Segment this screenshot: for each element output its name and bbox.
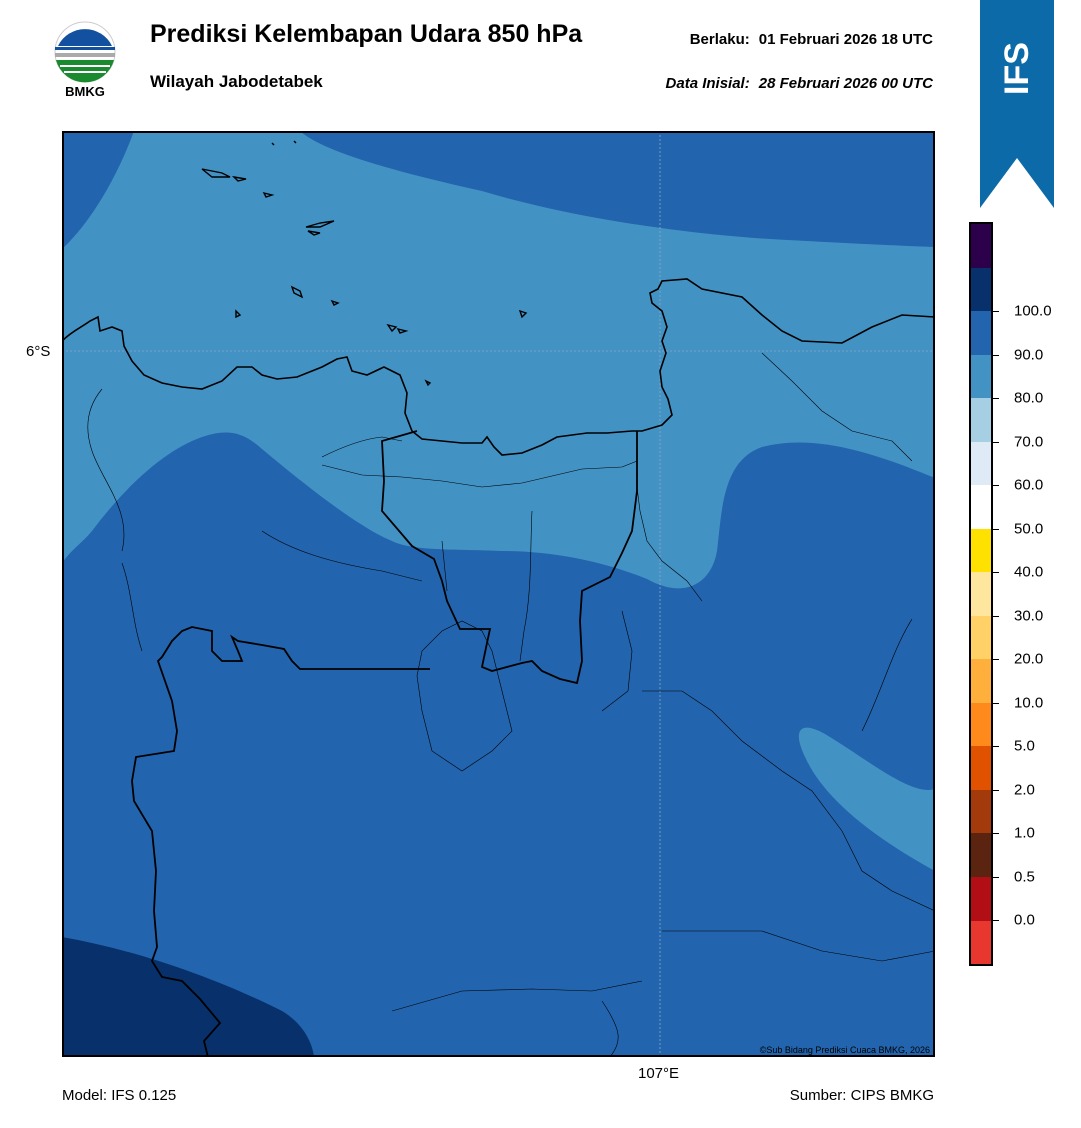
colorbar-label: 1.0	[1014, 824, 1035, 842]
colorbar-segment	[971, 615, 991, 660]
colorbar-tick	[993, 876, 999, 878]
humidity-70-80-region	[62, 131, 935, 589]
colorbar-segment	[971, 441, 991, 486]
colorbar-tick	[993, 485, 999, 487]
colorbar-label: 40.0	[1014, 563, 1044, 581]
logo-text: BMKG	[65, 84, 105, 99]
init-label: Data Inisial:	[665, 75, 750, 92]
map-subtitle: Wilayah Jabodetabek	[150, 72, 323, 91]
colorbar-label: 90.0	[1014, 346, 1044, 364]
colorbar-tick	[993, 572, 999, 574]
coastline	[62, 278, 935, 456]
map-title: Prediksi Kelembapan Udara 850 hPa	[150, 20, 583, 48]
colorbar-tick	[993, 833, 999, 835]
colorbar-segment	[971, 354, 991, 399]
colorbar-segment	[971, 876, 991, 921]
valid-value: 01 Februari 2026 18 UTC	[758, 31, 933, 48]
colorbar-segment	[971, 267, 991, 312]
model-info: Model: IFS 0.125	[62, 1087, 177, 1104]
bmkg-logo: BMKG	[52, 20, 118, 102]
colorbar-segment	[971, 485, 991, 529]
colorbar-segment	[971, 659, 991, 703]
valid-time: Berlaku: 01 Februari 2026 18 UTC	[690, 31, 933, 48]
colorbar-tick	[993, 920, 999, 922]
colorbar	[969, 222, 993, 966]
colorbar-tick	[993, 311, 999, 313]
colorbar-label: 50.0	[1014, 520, 1044, 538]
ribbon-text: IFS	[997, 41, 1036, 95]
colorbar-segment	[971, 311, 991, 355]
colorbar-tick	[993, 528, 999, 530]
colorbar-label: 70.0	[1014, 433, 1044, 451]
ifs-ribbon	[980, 0, 1054, 208]
init-value: 28 Februari 2026 00 UTC	[758, 75, 933, 92]
longitude-label: 107°E	[638, 1065, 680, 1082]
colorbar-segment	[971, 398, 991, 442]
humidity-70-80-patch	[798, 727, 935, 871]
colorbar-segment	[971, 528, 991, 573]
colorbar-tick	[993, 398, 999, 400]
colorbar-label: 60.0	[1014, 476, 1044, 494]
colorbar-label: 0.0	[1014, 911, 1035, 929]
colorbar-segment	[971, 224, 991, 268]
init-time: Data Inisial: 28 Februari 2026 00 UTC	[666, 75, 933, 92]
colorbar-label: 100.0	[1014, 302, 1052, 320]
thousand-islands	[201, 140, 528, 387]
colorbar-segment	[971, 746, 991, 790]
district-boundaries	[87, 352, 935, 1057]
map-frame	[62, 131, 935, 1057]
colorbar-label: 20.0	[1014, 650, 1044, 668]
colorbar-label: 2.0	[1014, 781, 1035, 799]
colorbar-segment	[971, 920, 991, 965]
valid-label: Berlaku:	[689, 31, 750, 48]
colorbar-segment	[971, 702, 991, 747]
province-boundaries	[131, 430, 638, 1057]
colorbar-tick	[993, 702, 999, 704]
map-credit: ©Sub Bidang Prediksi Cuaca BMKG, 2026	[760, 1045, 930, 1055]
colorbar-segment	[971, 572, 991, 616]
colorbar-label: 30.0	[1014, 607, 1044, 625]
latitude-label: 6°S	[26, 343, 51, 360]
colorbar-label: 80.0	[1014, 389, 1044, 407]
colorbar-tick	[993, 746, 999, 748]
colorbar-segment	[971, 833, 991, 877]
colorbar-segment	[971, 789, 991, 834]
colorbar-label: 5.0	[1014, 737, 1035, 755]
source-info: Sumber: CIPS BMKG	[789, 1087, 934, 1104]
colorbar-tick	[993, 789, 999, 791]
bmkg-logo-icon	[54, 21, 116, 83]
colorbar-label: 0.5	[1014, 868, 1035, 886]
humidity-map: ©Sub Bidang Prediksi Cuaca BMKG, 2026	[62, 131, 935, 1057]
colorbar-label: 10.0	[1014, 694, 1044, 712]
colorbar-tick	[993, 441, 999, 443]
colorbar-tick	[993, 354, 999, 356]
ribbon-shape	[980, 0, 1054, 208]
colorbar-tick	[993, 615, 999, 617]
humidity-90-100-region	[62, 937, 314, 1057]
colorbar-tick	[993, 659, 999, 661]
